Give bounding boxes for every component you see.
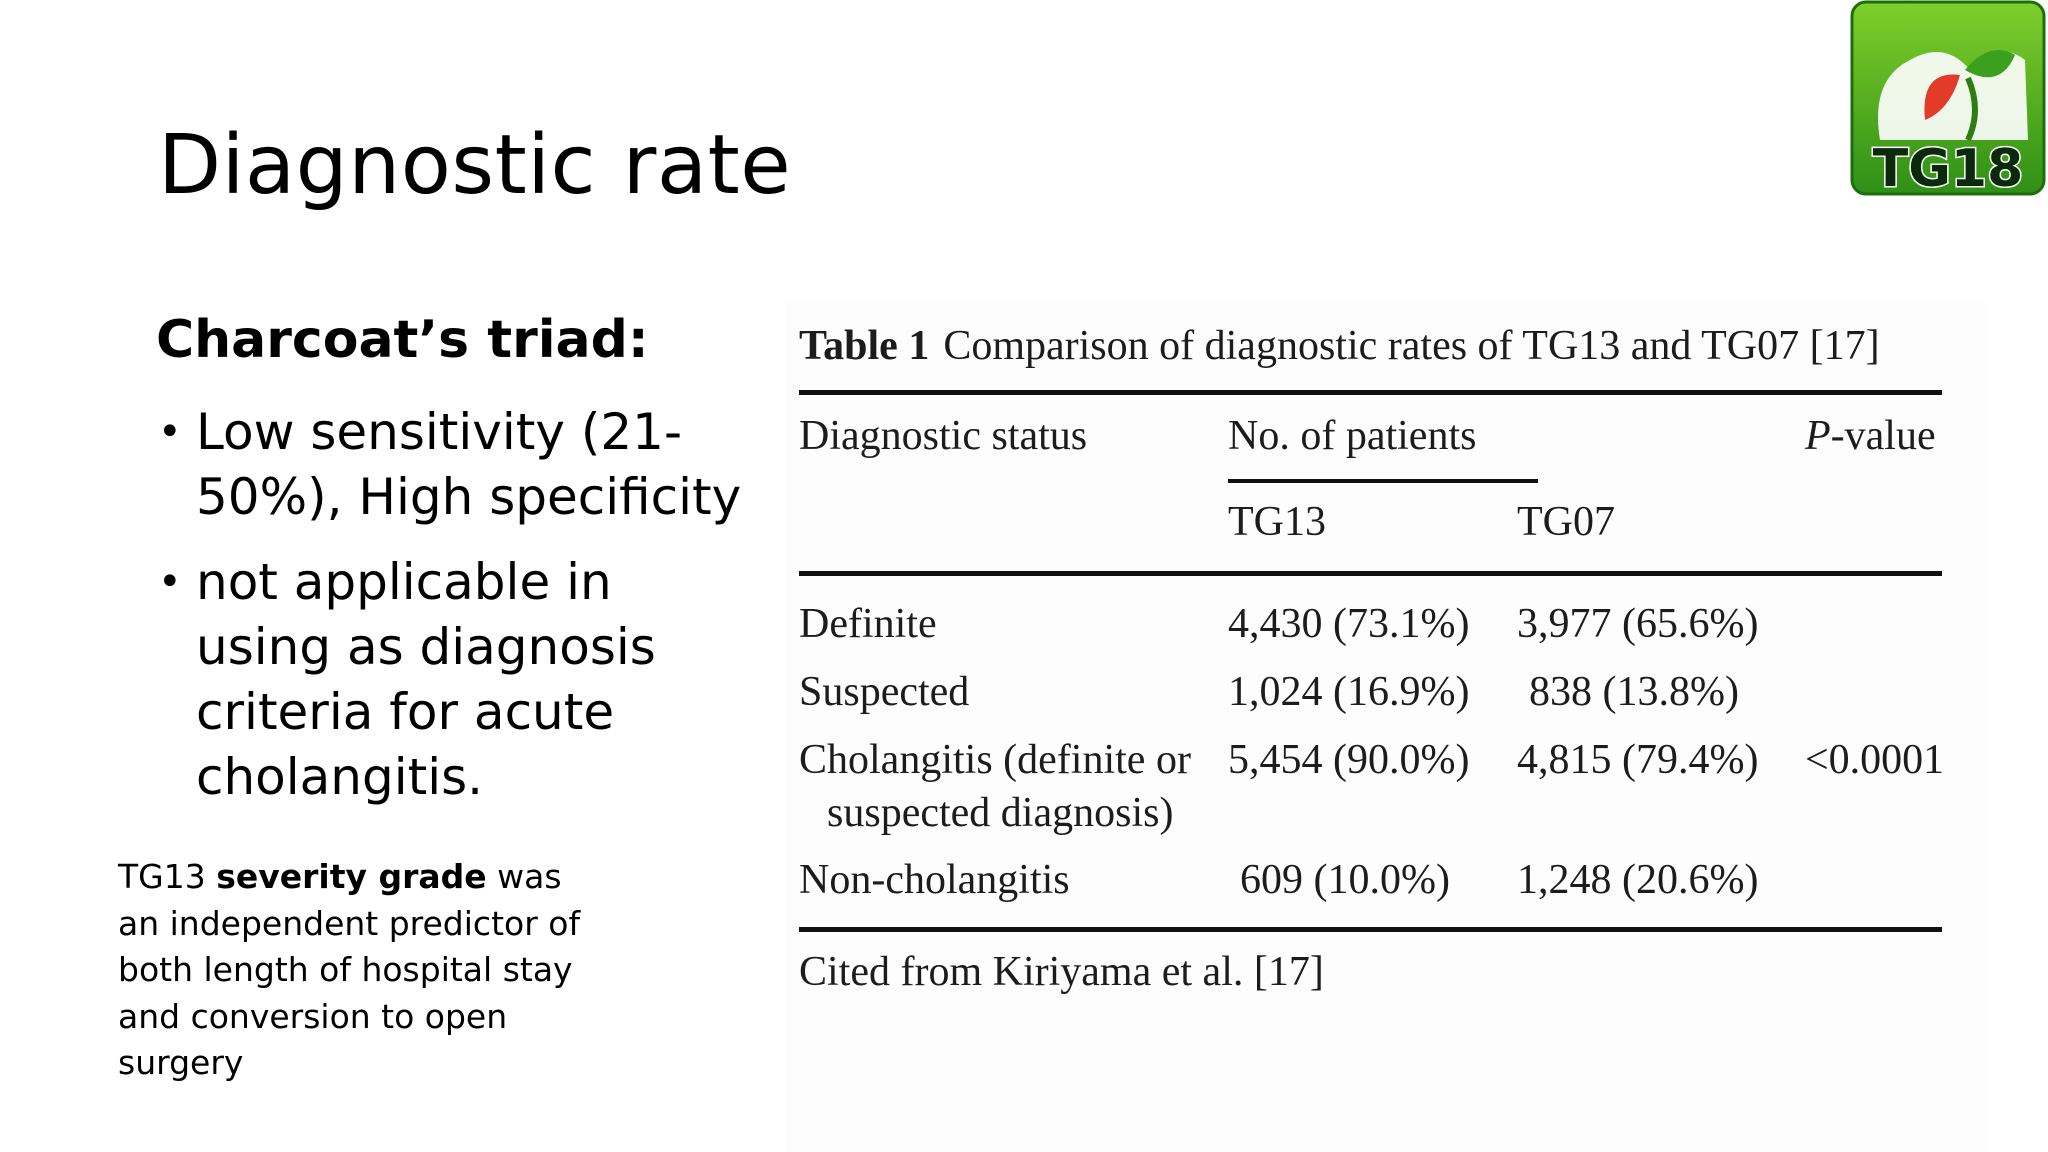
row-tg07: 3,977 (65.6%) — [1517, 601, 1759, 647]
bullet-list: • Low sensitivity (21-50%), High specific… — [156, 400, 756, 830]
table-footer: Cited from Kiriyama et al. [17] — [799, 949, 1324, 995]
row-status: Cholangitis (definite or — [799, 737, 1191, 783]
row-tg13: 1,024 (16.9%) — [1228, 669, 1470, 715]
row-status: Suspected — [799, 669, 970, 715]
bullet-item: • Low sensitivity (21-50%), High specific… — [156, 400, 756, 530]
row-status: Non-cholangitis — [799, 857, 1070, 903]
row-pvalue: <0.0001 — [1805, 737, 1945, 783]
bullet-dot-icon: • — [158, 409, 182, 455]
slide-title: Diagnostic rate — [158, 118, 792, 213]
comparison-table: Table 1 Comparison of diagnostic rates of… — [785, 300, 1985, 1152]
row-tg13: 5,454 (90.0%) — [1228, 737, 1470, 783]
row-tg13: 4,430 (73.1%) — [1228, 601, 1470, 647]
header-pvalue: P-value — [1805, 413, 1936, 459]
row-tg07: 4,815 (79.4%) — [1517, 737, 1759, 783]
tg18-logo: TG18 — [1850, 0, 2046, 201]
severity-note: TG13 severity grade was an independent p… — [118, 857, 581, 1082]
triad-heading: Charcoat’s triad: — [156, 310, 649, 370]
top-rule — [799, 390, 1942, 395]
bullet-dot-icon: • — [158, 559, 182, 605]
row-tg07: 1,248 (20.6%) — [1517, 857, 1759, 903]
bottom-rule — [799, 927, 1942, 932]
row-status: Definite — [799, 601, 937, 647]
row-tg13: 609 (10.0%) — [1240, 857, 1450, 903]
header-tg07: TG07 — [1517, 499, 1615, 545]
header-rule — [799, 571, 1942, 576]
row-status-cont: suspected diagnosis) — [827, 790, 1174, 836]
note-bold: severity grade — [216, 857, 487, 896]
patients-rule — [1228, 479, 1538, 483]
header-status: Diagnostic status — [799, 413, 1088, 459]
table-caption: Table 1 Comparison of diagnostic rates of… — [799, 323, 1880, 369]
row-tg07: 838 (13.8%) — [1529, 669, 1739, 715]
header-patients: No. of patients — [1228, 413, 1477, 459]
bullet-item: • not applicable in using as diagnosis cr… — [156, 550, 756, 810]
logo-text: TG18 — [1873, 139, 2024, 196]
header-tg13: TG13 — [1228, 499, 1326, 545]
